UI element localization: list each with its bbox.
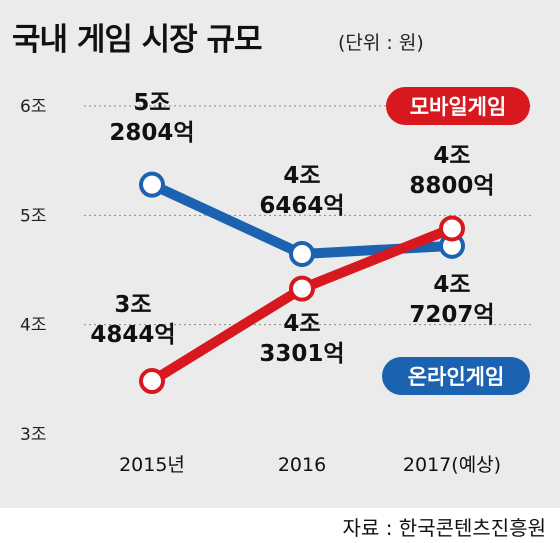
x-tick-label: 2017(예상) bbox=[403, 454, 501, 476]
legend-badge bbox=[386, 87, 530, 125]
y-tick-label: 5조 bbox=[20, 206, 46, 226]
data-point-mobile bbox=[439, 215, 465, 242]
data-label-top: 4조 bbox=[283, 311, 320, 337]
data-label-bottom: 8800억 bbox=[409, 173, 494, 199]
legend-label: 모바일게임 bbox=[410, 95, 507, 119]
y-tick-label: 4조 bbox=[20, 316, 46, 336]
data-label-bottom: 7207억 bbox=[409, 302, 494, 328]
y-tick-label: 6조 bbox=[20, 97, 46, 117]
data-point-online bbox=[139, 171, 165, 198]
data-label-bottom: 2804억 bbox=[109, 120, 194, 146]
data-label-top: 5조 bbox=[133, 90, 170, 116]
chart-panel bbox=[0, 0, 560, 508]
x-tick-label: 2016 bbox=[278, 454, 326, 476]
legend-badge bbox=[382, 357, 530, 395]
chart-title: 국내 게임 시장 규모 bbox=[12, 22, 263, 58]
data-label-top: 4조 bbox=[433, 143, 470, 169]
data-point-mobile bbox=[139, 368, 165, 395]
source-credit: 자료 : 한국콘텐츠진흥원 bbox=[342, 516, 546, 540]
unit-label: (단위 : 원) bbox=[338, 32, 424, 54]
data-point-mobile bbox=[289, 275, 315, 302]
x-tick-label: 2015년 bbox=[119, 454, 185, 476]
data-label-top: 3조 bbox=[114, 292, 151, 318]
data-label-bottom: 4844억 bbox=[90, 322, 175, 348]
line-chart: 3조 4조 5조 6조 2015년 2016 2017(예상) 3조 4844억 4조 3301억 4… bbox=[20, 87, 532, 476]
data-point-online bbox=[289, 240, 315, 267]
data-label-top: 4조 bbox=[283, 163, 320, 189]
data-label-bottom: 3301억 bbox=[259, 341, 344, 367]
y-tick-label: 3조 bbox=[20, 425, 46, 445]
data-label-top: 4조 bbox=[433, 272, 470, 298]
data-label-bottom: 6464억 bbox=[259, 193, 344, 219]
legend-label: 온라인게임 bbox=[408, 365, 505, 389]
